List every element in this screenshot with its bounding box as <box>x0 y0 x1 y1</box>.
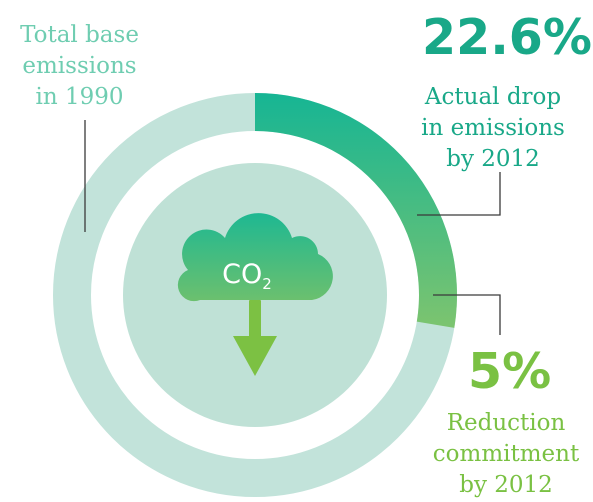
co2-text: CO2 <box>222 259 272 293</box>
actual-drop-value: 22.6% <box>422 9 592 66</box>
actual-drop-arc <box>255 93 457 328</box>
cloud-co2-icon: CO2 <box>177 213 333 302</box>
base-emissions-label: Total base emissions in 1990 <box>20 22 139 110</box>
commitment-value: 5% <box>468 343 552 400</box>
commitment-label: Reduction commitment by 2012 <box>432 410 580 498</box>
commitment-leader-line <box>433 294 501 335</box>
arrow-down-icon <box>233 300 277 376</box>
actual-drop-label: Actual drop in emissions by 2012 <box>421 84 565 172</box>
actual-drop-leader-line <box>417 172 501 216</box>
